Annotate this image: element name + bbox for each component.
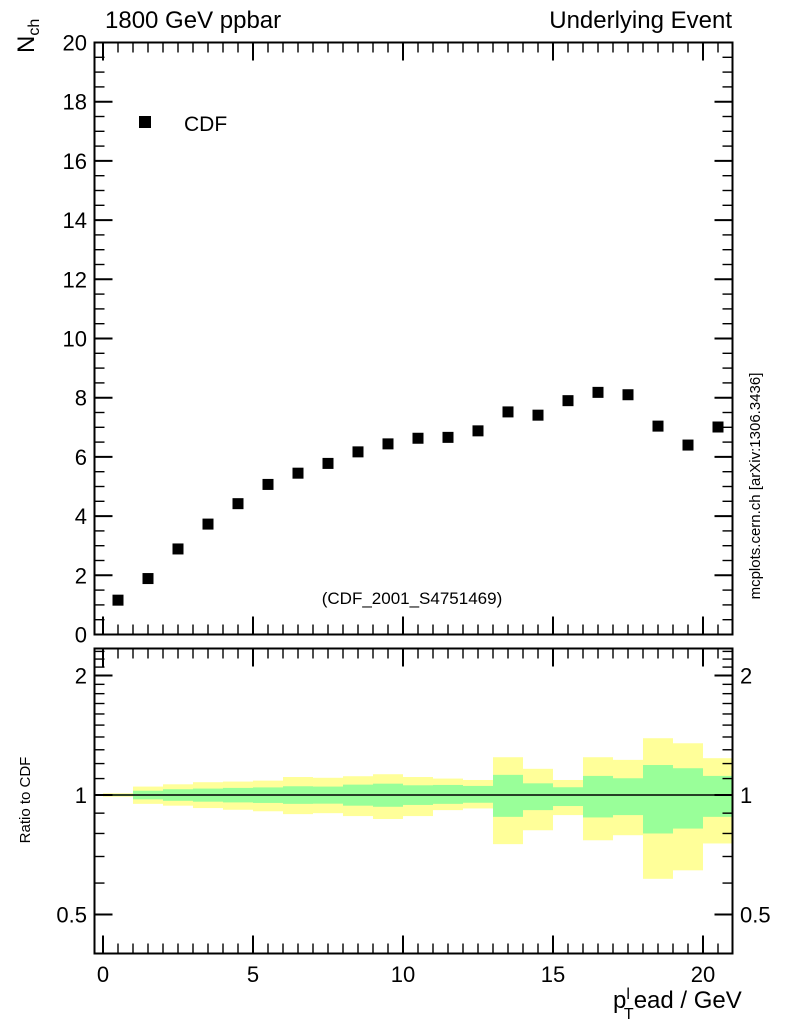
main-y-tick-label: 4 bbox=[75, 504, 87, 529]
watermark-analysis-id: (CDF_2001_S4751469) bbox=[322, 589, 503, 608]
data-point-marker bbox=[172, 543, 184, 555]
data-point-marker bbox=[712, 421, 724, 433]
data-point-marker bbox=[262, 478, 274, 490]
x-tick-label: 0 bbox=[97, 962, 109, 987]
title-left: 1800 GeV ppbar bbox=[105, 7, 281, 34]
ratio-band-inner bbox=[673, 768, 703, 829]
x-axis-title-base: p bbox=[613, 987, 626, 1014]
main-y-tick-label: 12 bbox=[63, 267, 87, 292]
x-axis-title-rest: ead / GeV bbox=[634, 987, 742, 1014]
ratio-y-tick-label-left: 1 bbox=[75, 783, 87, 808]
ratio-band-inner bbox=[523, 783, 553, 811]
ratio-frame bbox=[93, 647, 734, 955]
data-point-marker bbox=[502, 406, 514, 418]
data-point-marker bbox=[322, 457, 334, 469]
data-point-marker bbox=[412, 432, 424, 444]
ratio-band-inner bbox=[583, 775, 613, 818]
ratio-band-inner bbox=[493, 774, 523, 817]
data-point-marker bbox=[202, 518, 214, 530]
x-tick-label: 20 bbox=[691, 962, 715, 987]
legend-label: CDF bbox=[184, 113, 227, 136]
main-y-tick-label: 8 bbox=[75, 386, 87, 411]
data-point-marker bbox=[292, 467, 304, 479]
ratio-y-tick-label-right: 1 bbox=[740, 783, 752, 808]
x-axis-title-sup: l bbox=[626, 986, 630, 1003]
x-axis-title-sub: T bbox=[624, 1006, 634, 1023]
ratio-band-inner bbox=[553, 787, 583, 807]
legend-marker-icon bbox=[139, 116, 151, 128]
ratio-y-tick-label-right: 2 bbox=[740, 664, 752, 689]
attribution-text: mcplots.cern.ch [arXiv:1306.3436] bbox=[747, 373, 764, 600]
main-y-tick-label: 6 bbox=[75, 445, 87, 470]
title-right: Underlying Event bbox=[549, 7, 732, 34]
main-y-tick-label: 2 bbox=[75, 563, 87, 588]
data-point-marker bbox=[112, 594, 124, 606]
data-point-marker bbox=[622, 389, 634, 401]
data-point-marker bbox=[472, 425, 484, 437]
main-y-axis-title: Nch bbox=[13, 19, 43, 53]
main-y-tick-label: 20 bbox=[63, 31, 87, 56]
main-y-tick-label: 18 bbox=[63, 90, 87, 115]
ratio-y-axis-title: Ratio to CDF bbox=[17, 757, 34, 844]
main-y-tick-label: 14 bbox=[63, 208, 87, 233]
data-point-marker bbox=[352, 446, 364, 458]
ratio-band-layer bbox=[103, 738, 733, 879]
data-point-marker bbox=[682, 439, 694, 451]
x-tick-label: 15 bbox=[541, 962, 565, 987]
data-point-marker bbox=[442, 431, 454, 443]
main-frame bbox=[93, 41, 734, 636]
main-y-tick-label: 16 bbox=[63, 149, 87, 174]
ratio-y-tick-label-left: 0.5 bbox=[56, 903, 87, 928]
main-y-axis-title-sub: ch bbox=[26, 19, 43, 36]
main-y-tick-label: 0 bbox=[75, 623, 87, 648]
data-point-marker bbox=[532, 409, 544, 421]
ratio-band-inner bbox=[643, 765, 673, 834]
ratio-band-inner bbox=[613, 778, 643, 816]
data-point-marker bbox=[652, 420, 664, 432]
data-marker-layer bbox=[112, 386, 724, 606]
axes-layer bbox=[93, 41, 734, 955]
data-point-marker bbox=[562, 395, 574, 407]
data-point-marker bbox=[232, 498, 244, 510]
x-axis-title: pl Tead / GeV bbox=[613, 986, 742, 1023]
data-point-marker bbox=[382, 438, 394, 450]
x-tick-label: 5 bbox=[247, 962, 259, 987]
main-y-tick-label: 10 bbox=[63, 327, 87, 352]
data-point-marker bbox=[592, 386, 604, 398]
data-point-marker bbox=[142, 573, 154, 585]
main-y-axis-title-base: N bbox=[13, 36, 40, 53]
ratio-y-tick-label-right: 0.5 bbox=[740, 903, 771, 928]
ratio-band-inner bbox=[703, 775, 733, 817]
ratio-y-tick-label-left: 2 bbox=[75, 664, 87, 689]
x-tick-label: 10 bbox=[391, 962, 415, 987]
